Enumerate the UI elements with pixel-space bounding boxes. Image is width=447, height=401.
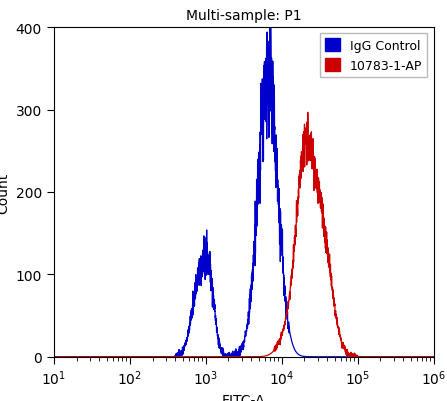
Y-axis label: Count: Count [0,172,10,213]
IgG Control [424,354,429,359]
IgG Control [94,354,100,359]
IgG Control [268,26,274,30]
X-axis label: FITC-A: FITC-A [222,393,266,401]
10783-1-AP [117,354,122,359]
10783-1-AP [431,354,436,359]
IgG Control [383,354,388,359]
IgG Control [197,272,202,277]
IgG Control [51,354,56,359]
10783-1-AP [305,111,311,115]
10783-1-AP [383,354,388,359]
10783-1-AP [51,354,56,359]
IgG Control [117,354,122,359]
IgG Control [431,354,436,359]
10783-1-AP [94,354,100,359]
Line: 10783-1-AP: 10783-1-AP [54,113,434,357]
10783-1-AP [424,354,429,359]
Legend: IgG Control, 10783-1-AP: IgG Control, 10783-1-AP [320,34,427,78]
IgG Control [213,321,219,326]
Title: Multi-sample: P1: Multi-sample: P1 [186,9,301,23]
10783-1-AP [197,354,202,359]
10783-1-AP [347,354,353,359]
Line: IgG Control: IgG Control [54,28,434,357]
IgG Control [173,354,178,359]
10783-1-AP [213,354,219,359]
